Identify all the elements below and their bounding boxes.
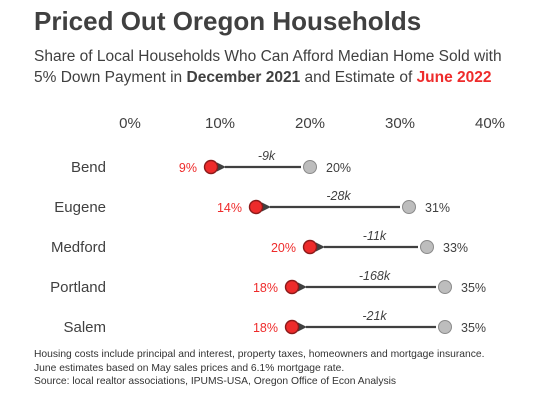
change-label: -21k (362, 309, 387, 323)
change-label: -11k (363, 229, 387, 243)
subtitle-text-1: 5% Down Payment in (34, 69, 187, 86)
chart-subtitle: Share of Local Households Who Can Afford… (34, 46, 502, 88)
label-december-2021: 35% (461, 321, 486, 335)
subtitle-date-june: June 2022 (416, 69, 492, 86)
x-tick-label: 10% (205, 115, 235, 132)
footnote-line-1: Housing costs include principal and inte… (34, 349, 485, 360)
point-december-2021 (438, 280, 452, 294)
x-tick-label: 20% (295, 115, 325, 132)
subtitle-date-december: December 2021 (186, 69, 301, 86)
footnote-line-2: June estimates based on May sales prices… (34, 362, 345, 374)
chart-title: Priced Out Oregon Households (34, 6, 422, 36)
subtitle-line-1: Share of Local Households Who Can Afford… (34, 48, 502, 65)
change-label: -9k (258, 149, 276, 163)
change-label: -168k (359, 269, 391, 283)
point-december-2021 (402, 200, 416, 214)
change-label: -28k (326, 189, 351, 203)
label-december-2021: 35% (461, 281, 486, 295)
label-december-2021: 20% (326, 161, 351, 175)
category-label: Portland (50, 279, 106, 296)
label-june-2022: 18% (253, 281, 278, 295)
label-june-2022: 14% (217, 201, 242, 215)
point-june-2022 (284, 319, 300, 335)
subtitle-line-2: 5% Down Payment in December 2021 and Est… (34, 67, 502, 88)
x-tick-label: 40% (475, 115, 505, 132)
label-june-2022: 20% (271, 241, 296, 255)
label-june-2022: 9% (179, 161, 197, 175)
category-label: Eugene (54, 199, 106, 216)
point-june-2022 (302, 239, 318, 255)
category-label: Bend (71, 159, 106, 176)
subtitle-text-2: and Estimate of (300, 69, 417, 86)
category-label: Medford (51, 239, 106, 256)
footnote: Housing costs include principal and inte… (34, 348, 484, 389)
point-june-2022 (284, 279, 300, 295)
point-december-2021 (438, 320, 452, 334)
label-june-2022: 18% (253, 321, 278, 335)
category-label: Salem (63, 319, 106, 336)
point-june-2022 (248, 199, 264, 215)
point-june-2022 (203, 159, 219, 175)
label-december-2021: 31% (425, 201, 450, 215)
point-december-2021 (420, 240, 434, 254)
footnote-line-3: Source: local realtor associations, IPUM… (34, 376, 397, 387)
label-december-2021: 33% (443, 241, 468, 255)
x-tick-label: 0% (119, 115, 141, 132)
x-tick-label: 30% (385, 115, 415, 132)
point-december-2021 (303, 160, 317, 174)
